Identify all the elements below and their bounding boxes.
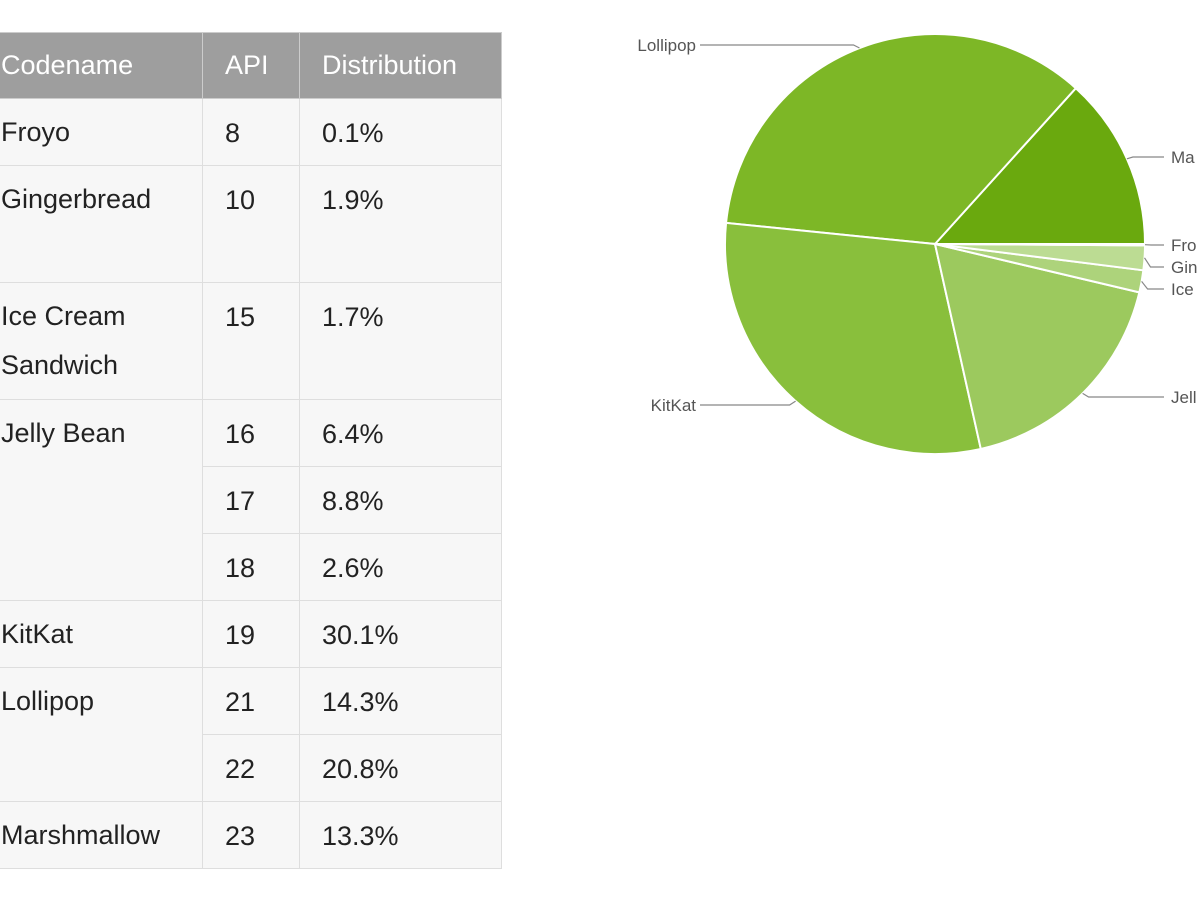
api-cell: 15 (202, 282, 300, 400)
codename-cell: KitKat (0, 600, 203, 668)
callout-line (700, 400, 796, 406)
pie-slice-jelly-bean (933, 242, 1141, 451)
distribution-cell: 2.6% (299, 533, 502, 601)
pie-label: Ice (1171, 280, 1194, 299)
api-cell: 19 (202, 600, 300, 668)
callout-line (1143, 257, 1164, 268)
distribution-cell: 1.9% (299, 165, 502, 283)
api-cell: 23 (202, 801, 300, 869)
distribution-cell: 13.3% (299, 801, 502, 869)
distribution-cell: 20.8% (299, 734, 502, 802)
api-cell: 22 (202, 734, 300, 802)
callout-line (1141, 281, 1164, 290)
pie-slice-lollipop (724, 32, 1078, 246)
pie-slice-kitkat (724, 221, 983, 455)
distribution-table: Codename API Distribution Froyo 8 0.1% G… (0, 32, 502, 869)
codename-cell: Froyo (0, 98, 203, 166)
table-row: 18 2.6% (0, 533, 502, 601)
callout-line (1126, 156, 1164, 160)
api-cell: 21 (202, 667, 300, 735)
api-cell: 18 (202, 533, 300, 601)
codename-cell: Gingerbread (0, 165, 203, 283)
pie-label: Ma (1171, 148, 1195, 167)
api-cell: 10 (202, 165, 300, 283)
callout-line (1082, 392, 1164, 398)
codename-cell: Lollipop (0, 667, 203, 802)
table-row: Marshmallow 23 13.3% (0, 801, 502, 869)
table-row: Ice Cream Sandwich 15 1.7% (0, 282, 502, 400)
table-row: Gingerbread 10 1.9% (0, 165, 502, 283)
pie-slice-marshmallow (932, 86, 1147, 245)
header-distribution: Distribution (299, 32, 502, 99)
callout-line (700, 44, 860, 49)
pie-label: KitKat (651, 396, 697, 415)
codename-cell: Marshmallow (0, 801, 203, 869)
header-codename: Codename (0, 32, 203, 99)
pie-label: Lollipop (637, 36, 696, 55)
api-cell: 17 (202, 466, 300, 534)
pie-label: Jell (1171, 388, 1197, 407)
pie-slice-froyo (934, 243, 1147, 247)
table-row: 22 20.8% (0, 734, 502, 802)
api-cell: 8 (202, 98, 300, 166)
pie-label: Gin (1171, 258, 1197, 277)
codename-cell: Jelly Bean (0, 399, 203, 601)
table-header-row: Codename API Distribution (0, 32, 502, 99)
codename-cell: Ice Cream Sandwich (0, 282, 203, 400)
table-row: Froyo 8 0.1% (0, 98, 502, 166)
distribution-cell: 1.7% (299, 282, 502, 400)
distribution-cell: 0.1% (299, 98, 502, 166)
pie-label: Fro (1171, 236, 1197, 255)
